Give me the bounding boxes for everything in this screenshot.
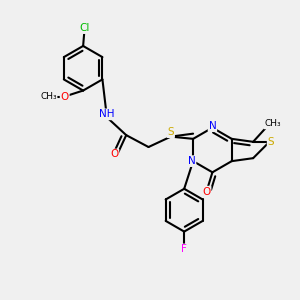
- Text: N: N: [208, 121, 216, 131]
- Text: Cl: Cl: [80, 23, 90, 33]
- Text: NH: NH: [99, 109, 115, 119]
- Text: O: O: [110, 149, 118, 160]
- Text: S: S: [268, 137, 274, 147]
- Text: CH₃: CH₃: [264, 119, 281, 128]
- Text: N: N: [188, 156, 196, 166]
- Text: CH₃: CH₃: [40, 92, 57, 101]
- Text: O: O: [61, 92, 69, 101]
- Text: O: O: [202, 187, 211, 196]
- Text: F: F: [181, 244, 187, 254]
- Text: S: S: [167, 127, 174, 137]
